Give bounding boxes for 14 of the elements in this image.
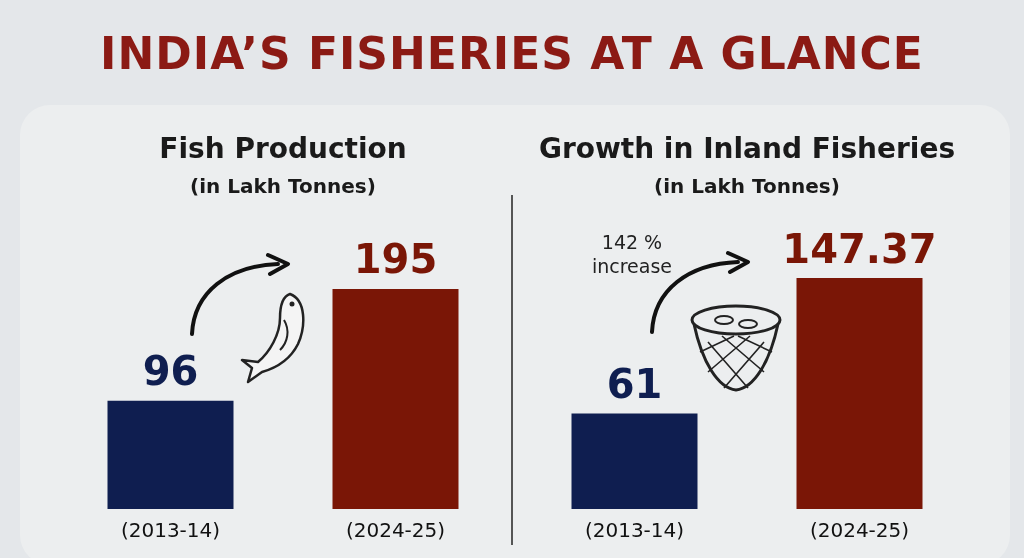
x-tick-label: (2013-14) bbox=[584, 518, 685, 543]
chart-title: Growth in Inland Fisheries bbox=[537, 132, 957, 165]
text: 142 % increase bbox=[590, 230, 674, 278]
chart-title: Fish Production bbox=[158, 132, 408, 165]
chart-subtitle: (in Lakh Tonnes) bbox=[653, 174, 841, 198]
data-label: 61 bbox=[606, 360, 663, 407]
x-tick-label: (2024-25) bbox=[345, 518, 446, 543]
x-tick-label: (2013-14) bbox=[120, 518, 221, 543]
data-label: 195 bbox=[353, 236, 438, 283]
x-tick-label: (2024-25) bbox=[809, 518, 910, 543]
chart-subtitle: (in Lakh Tonnes) bbox=[189, 174, 377, 198]
data-label: 96 bbox=[142, 348, 199, 395]
data-label: 147.37 bbox=[782, 225, 937, 272]
text: INDIA’S FISHERIES AT A GLANCE bbox=[99, 28, 925, 79]
